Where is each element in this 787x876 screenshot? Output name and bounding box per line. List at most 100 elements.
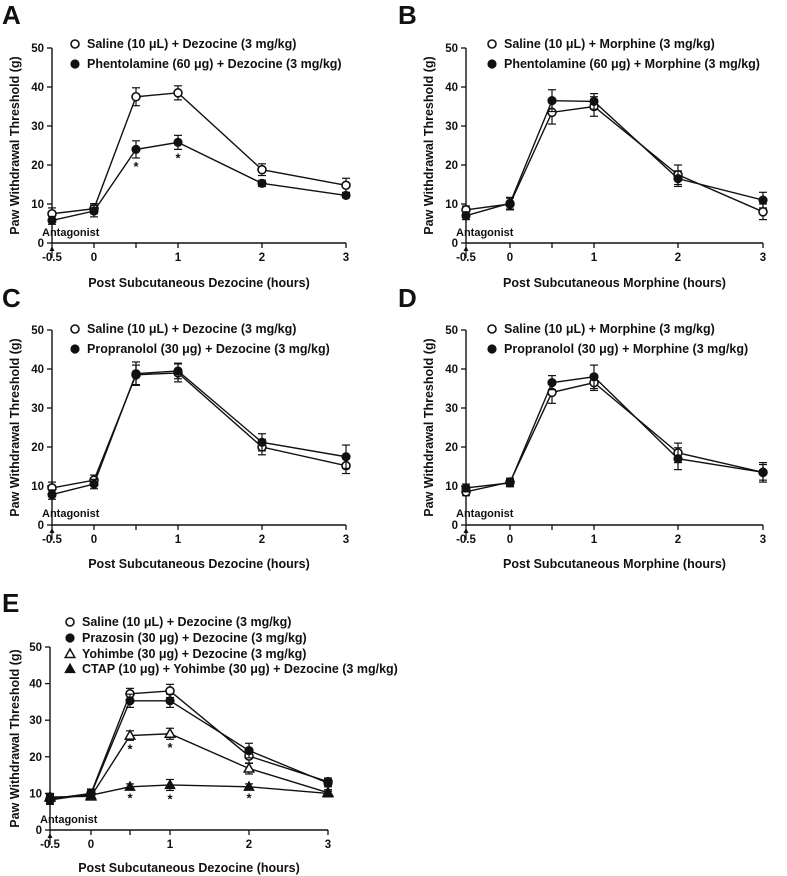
data-point bbox=[124, 780, 136, 791]
x-axis-title: Post Subcutaneous Morphine (hours) bbox=[503, 276, 726, 290]
significance-mark: * bbox=[175, 150, 181, 165]
y-axis-title: Paw Withdrawal Threshold (g) bbox=[8, 649, 22, 827]
data-point bbox=[547, 96, 557, 106]
x-axis-title: Post Subcutaneous Dezocine (hours) bbox=[88, 276, 310, 290]
series-line bbox=[51, 372, 347, 489]
y-axis-title: Paw Withdrawal Threshold (g) bbox=[8, 338, 22, 516]
legend-label: Phentolamine (60 μg) + Morphine (3 mg/kg… bbox=[504, 57, 760, 71]
data-point bbox=[244, 745, 254, 756]
antagonist-arrowhead bbox=[47, 833, 53, 838]
legend-label: Saline (10 μL) + Dezocine (3 mg/kg) bbox=[87, 37, 296, 51]
series-2 bbox=[461, 364, 768, 493]
y-tick-label: 0 bbox=[38, 238, 44, 250]
y-tick-label: 20 bbox=[29, 752, 42, 764]
data-point bbox=[322, 787, 334, 798]
y-tick-label: 0 bbox=[38, 520, 44, 532]
legend-marker bbox=[487, 344, 497, 354]
legend-label: Saline (10 μL) + Dezocine (3 mg/kg) bbox=[82, 615, 291, 629]
legend-label: Propranolol (30 μg) + Dezocine (3 mg/kg) bbox=[87, 342, 330, 356]
data-point bbox=[164, 778, 176, 790]
series-line bbox=[465, 99, 764, 217]
y-tick-label: 50 bbox=[31, 43, 44, 55]
y-tick-label: 30 bbox=[445, 403, 458, 415]
series-line bbox=[49, 784, 329, 799]
y-tick-label: 10 bbox=[29, 788, 42, 800]
x-tick-label: 0 bbox=[88, 839, 94, 851]
y-tick-label: 40 bbox=[445, 82, 458, 94]
series-2 bbox=[45, 693, 333, 805]
y-tick-label: 10 bbox=[445, 481, 458, 493]
x-tick-label: 3 bbox=[760, 252, 766, 264]
antagonist-label: Antagonist bbox=[42, 508, 100, 520]
significance-mark: * bbox=[167, 740, 173, 755]
data-point bbox=[243, 780, 255, 791]
legend-marker bbox=[65, 617, 75, 627]
series-line bbox=[465, 105, 764, 213]
legend-marker bbox=[64, 662, 76, 674]
y-tick-label: 50 bbox=[445, 325, 458, 337]
x-tick-label: 3 bbox=[760, 534, 766, 546]
significance-mark: * bbox=[246, 791, 252, 806]
legend-label: Saline (10 μL) + Morphine (3 mg/kg) bbox=[504, 322, 715, 336]
data-point bbox=[123, 729, 137, 740]
x-tick-label: 1 bbox=[175, 252, 182, 264]
y-tick-label: 30 bbox=[31, 403, 44, 415]
y-axis-title: Paw Withdrawal Threshold (g) bbox=[8, 56, 22, 234]
antagonist-arrowhead bbox=[49, 246, 55, 251]
data-point bbox=[44, 791, 56, 802]
data-point bbox=[257, 178, 267, 188]
data-point bbox=[131, 91, 141, 102]
x-tick-label: 1 bbox=[591, 252, 598, 264]
data-point bbox=[257, 164, 267, 175]
panel-letter: C bbox=[2, 283, 21, 313]
x-tick-label: 1 bbox=[591, 534, 598, 546]
series-1 bbox=[461, 374, 768, 497]
x-tick-label: 3 bbox=[343, 534, 349, 546]
series-1 bbox=[47, 363, 351, 495]
y-tick-label: 0 bbox=[452, 520, 458, 532]
data-point bbox=[589, 96, 599, 107]
data-point bbox=[257, 437, 267, 447]
data-point bbox=[125, 696, 135, 706]
legend-label: Saline (10 μL) + Dezocine (3 mg/kg) bbox=[87, 322, 296, 336]
data-point bbox=[131, 369, 141, 379]
y-tick-label: 40 bbox=[29, 679, 42, 691]
legend-label: CTAP (10 μg) + Yohimbe (30 μg) + Dezocin… bbox=[82, 662, 398, 676]
data-point bbox=[173, 137, 183, 147]
data-point bbox=[758, 207, 768, 217]
legend-marker bbox=[70, 39, 80, 49]
x-axis-title: Post Subcutaneous Dezocine (hours) bbox=[88, 557, 310, 571]
data-point bbox=[547, 378, 557, 388]
antagonist-arrowhead bbox=[49, 528, 55, 533]
y-tick-label: 30 bbox=[445, 121, 458, 133]
y-tick-label: 20 bbox=[31, 442, 44, 454]
series-line bbox=[49, 733, 329, 798]
y-tick-label: 40 bbox=[445, 364, 458, 376]
legend-marker bbox=[70, 344, 80, 354]
data-point bbox=[173, 88, 183, 98]
x-tick-label: 2 bbox=[259, 534, 265, 546]
legend-marker bbox=[70, 324, 80, 334]
y-tick-label: 40 bbox=[31, 82, 44, 94]
y-tick-label: 10 bbox=[31, 481, 44, 493]
data-point bbox=[758, 467, 768, 477]
x-tick-label: 0 bbox=[507, 534, 513, 546]
antagonist-label: Antagonist bbox=[456, 227, 514, 239]
data-point bbox=[131, 144, 141, 154]
x-axis-title: Post Subcutaneous Morphine (hours) bbox=[503, 557, 726, 571]
panel-letter: A bbox=[2, 0, 21, 30]
legend-label: Propranolol (30 μg) + Morphine (3 mg/kg) bbox=[504, 342, 748, 356]
series-line bbox=[465, 381, 764, 493]
legend-marker bbox=[63, 647, 77, 659]
data-point bbox=[163, 727, 177, 738]
x-tick-label: 0 bbox=[91, 252, 97, 264]
y-tick-label: 10 bbox=[445, 199, 458, 211]
data-point bbox=[461, 483, 471, 493]
x-tick-label: 2 bbox=[675, 252, 681, 264]
antagonist-arrowhead bbox=[463, 246, 469, 251]
series-line bbox=[49, 690, 329, 800]
y-tick-label: 20 bbox=[445, 160, 458, 172]
